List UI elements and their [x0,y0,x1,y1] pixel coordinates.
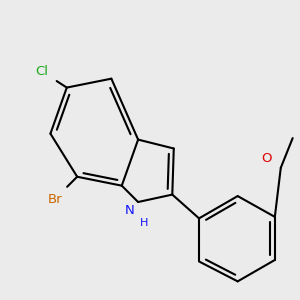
Text: Cl: Cl [35,65,48,78]
Text: Br: Br [48,193,62,206]
Text: N: N [124,204,134,218]
Text: O: O [262,152,272,165]
Text: H: H [140,218,148,228]
